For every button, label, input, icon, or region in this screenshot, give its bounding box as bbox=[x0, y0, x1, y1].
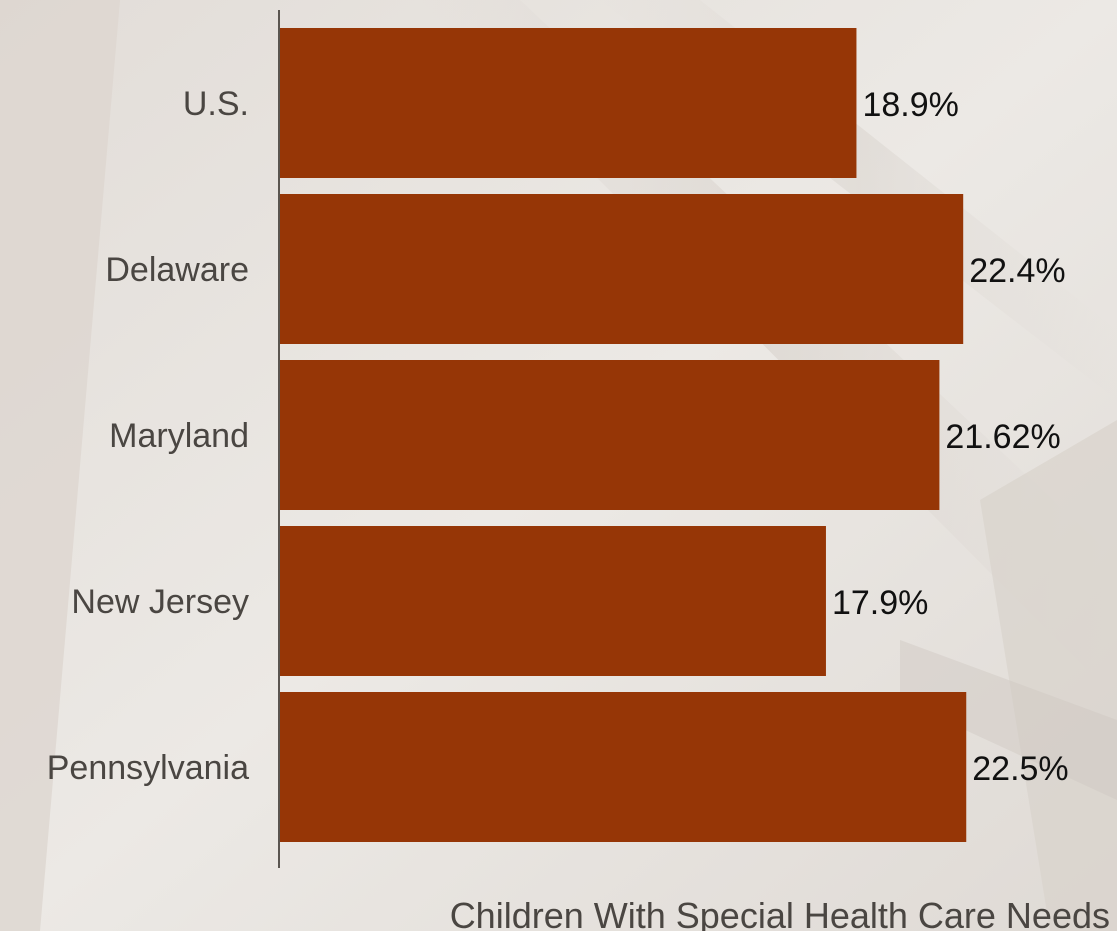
value-label-1: 22.4% bbox=[969, 252, 1065, 290]
category-label-2: Maryland bbox=[109, 417, 249, 455]
bar-4 bbox=[280, 692, 967, 842]
bar-2 bbox=[280, 360, 940, 510]
value-label-2: 21.62% bbox=[945, 418, 1060, 456]
bar-1 bbox=[280, 194, 964, 344]
category-label-0: U.S. bbox=[183, 85, 249, 123]
category-label-1: Delaware bbox=[105, 251, 249, 289]
bar-3 bbox=[280, 526, 826, 676]
value-label-4: 22.5% bbox=[972, 750, 1068, 788]
value-label-3: 17.9% bbox=[832, 584, 928, 622]
category-label-4: Pennsylvania bbox=[47, 749, 249, 787]
category-labels-group: U.S. Delaware Maryland New Jersey Pennsylvan… bbox=[47, 85, 249, 787]
value-label-0: 18.9% bbox=[862, 86, 958, 124]
category-label-3: New Jersey bbox=[71, 583, 249, 621]
value-labels-group: 18.9% 22.4% 21.62% 17.9% 22.5% bbox=[832, 86, 1069, 788]
bars-group bbox=[280, 28, 967, 842]
bar-0 bbox=[280, 28, 857, 178]
x-axis-title: Children With Special Health Care Needs bbox=[450, 895, 1110, 931]
